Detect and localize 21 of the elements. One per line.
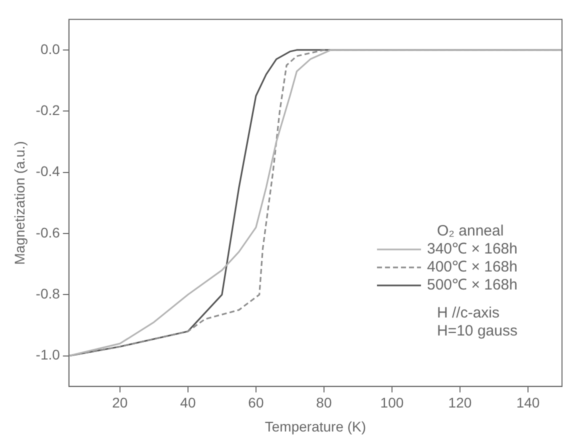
legend-label: 500℃ × 168h — [427, 276, 518, 294]
y-tick-label: 0.0 — [40, 40, 60, 57]
x-tick-label: 140 — [516, 394, 540, 411]
y-tick-label: -0.8 — [36, 286, 60, 302]
annotation: H //c-axis — [437, 304, 500, 322]
y-tick-label: -1.0 — [36, 346, 60, 363]
legend-title: O₂ anneal — [437, 222, 504, 240]
y-tick-label: -0.2 — [36, 102, 60, 118]
legend-label: 340℃ × 168h — [427, 240, 518, 258]
y-tick-label: -0.6 — [36, 224, 60, 240]
y-tick-label: -0.4 — [36, 163, 60, 180]
x-tick-label: 100 — [380, 394, 404, 411]
x-tick-label: 60 — [248, 394, 264, 411]
annotation: H=10 gauss — [437, 322, 518, 340]
x-tick-label: 120 — [448, 394, 472, 411]
y-axis-title: Magnetization (a.u.) — [11, 141, 28, 265]
legend-label: 400℃ × 168h — [427, 258, 518, 276]
x-axis-title: Temperature (K) — [264, 418, 366, 434]
x-tick-label: 20 — [112, 394, 128, 411]
x-tick-label: 80 — [316, 394, 332, 411]
x-tick-label: 40 — [180, 394, 196, 411]
